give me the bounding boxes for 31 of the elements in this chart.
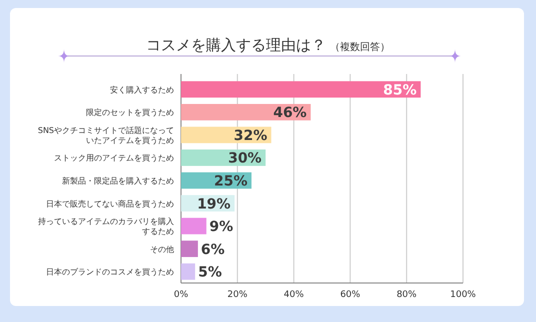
bar [181,263,196,280]
data-label: 32% [234,128,268,144]
bar [181,104,311,120]
bar [181,81,421,98]
x-tick-label: 80% [396,290,418,300]
data-label: 19% [197,196,231,212]
x-tick-label: 100% [450,290,476,300]
y-tick-label: 新製品・限定品を購入するため [62,176,174,186]
y-tick-label: SNSやクチコミサイトで話題になっていたアイテムを買うため [38,126,174,145]
y-tick-label: 日本で販売してない商品を買うため [46,199,174,208]
data-label: 30% [228,150,262,167]
y-tick-label: ストック用のアイテムを買うため [54,154,174,163]
data-label: 6% [200,242,225,258]
data-label: 25% [214,174,248,190]
x-tick-label: 40% [284,290,304,300]
x-tick-label: 0% [174,290,189,300]
y-tick-label: 安く購入するため [110,85,174,94]
y-tick-label: 限定のセットを買うため [86,108,174,118]
chart-title: コスメを購入する理由は？ [146,36,326,54]
bar [181,240,198,258]
y-tick-label: 日本のブランドのコスメを買うため [46,268,174,277]
data-label: 85% [383,82,417,98]
data-label: 5% [198,264,222,281]
y-tick-label: 持っているアイテムのカラバリを購入するため [38,217,174,236]
bar [181,218,206,234]
data-label: 9% [209,219,234,236]
x-tick-label: 20% [227,290,248,300]
y-tick-label: その他 [150,244,174,254]
x-tick-label: 60% [340,290,361,300]
data-label: 46% [273,105,307,122]
chart-subtitle: （複数回答） [330,41,390,53]
